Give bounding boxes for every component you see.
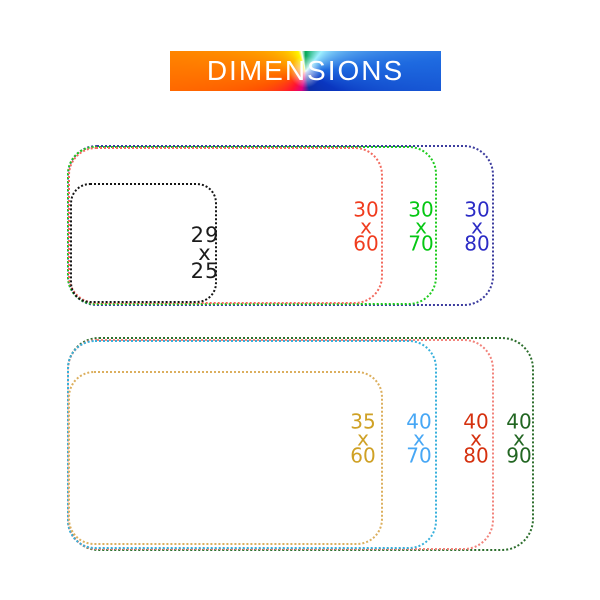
- dim-width: 29: [190, 223, 220, 247]
- dim-height: 60: [353, 231, 379, 256]
- dim-width: 40: [506, 409, 532, 434]
- dim-width: 35: [350, 409, 376, 434]
- dim-height: 70: [406, 443, 432, 468]
- label-35x60: 35 x 60: [350, 409, 376, 468]
- label-30x60: 30 x 60: [353, 197, 379, 256]
- rect-35x60: [68, 371, 383, 545]
- label-30x70: 30 x 70: [408, 197, 434, 256]
- dim-x: x: [360, 214, 372, 239]
- page-title: DIMENSIONS: [206, 55, 405, 86]
- label-30x80: 30 x 80: [464, 197, 490, 256]
- label-40x90: 40 x 90: [506, 409, 532, 468]
- dim-height: 60: [350, 443, 376, 468]
- dim-width: 40: [463, 409, 489, 434]
- dim-height: 70: [408, 231, 434, 256]
- banner: DIMENSIONS: [170, 51, 441, 91]
- dim-height: 25: [190, 259, 220, 283]
- dim-x: x: [415, 214, 427, 239]
- dim-height: 80: [463, 443, 489, 468]
- dim-x: x: [471, 214, 483, 239]
- dim-width: 30: [353, 197, 379, 222]
- dim-x: x: [357, 426, 369, 451]
- rect-30x60: [68, 147, 383, 304]
- dim-width: 40: [406, 409, 432, 434]
- dim-width: 30: [408, 197, 434, 222]
- dim-x: x: [470, 426, 482, 451]
- dim-x: x: [513, 426, 525, 451]
- dim-width: 30: [464, 197, 490, 222]
- dim-height: 80: [464, 231, 490, 256]
- label-40x80: 40 x 80: [463, 409, 489, 468]
- label-40x70: 40 x 70: [406, 409, 432, 468]
- dim-x: x: [198, 241, 212, 265]
- rect-29x25: [70, 183, 217, 303]
- label-29x25: 29 x 25: [190, 223, 220, 283]
- dim-height: 90: [506, 443, 532, 468]
- dim-x: x: [413, 426, 425, 451]
